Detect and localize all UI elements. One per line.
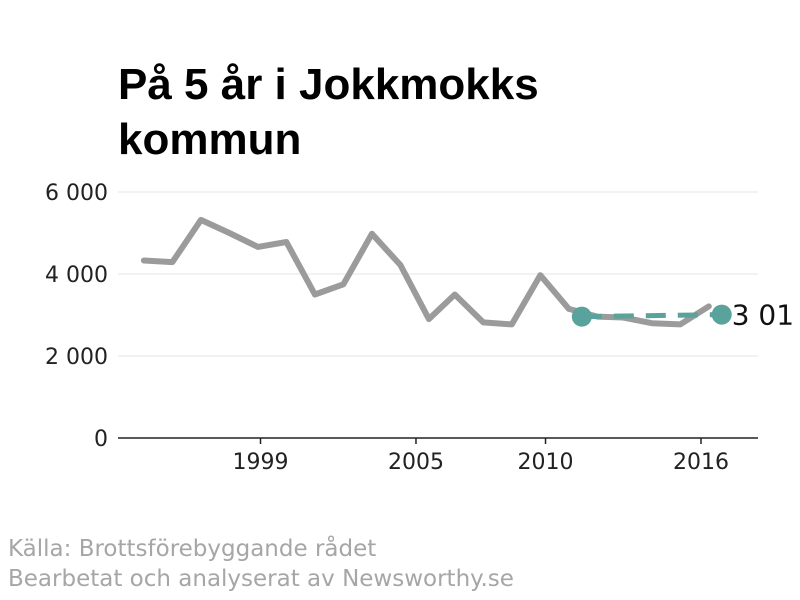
series-line bbox=[140, 216, 712, 328]
x-axis-ticks: 1999 2005 2010 2016 bbox=[233, 438, 729, 475]
y-tick-label: 2 000 bbox=[45, 345, 108, 370]
y-tick-label: 0 bbox=[94, 427, 108, 452]
x-tick-label: 1999 bbox=[233, 450, 289, 475]
change-line bbox=[581, 312, 722, 320]
grid-lines bbox=[118, 191, 758, 357]
source-text: Källa: Brottsförebyggande rådet bbox=[8, 536, 377, 562]
credit-text: Bearbetat och analyserat av Newsworthy.s… bbox=[8, 566, 514, 592]
y-tick-label: 6 000 bbox=[45, 181, 108, 206]
series-layer bbox=[140, 216, 712, 328]
end-value-label: 3 01 bbox=[732, 299, 794, 332]
x-tick-label: 2010 bbox=[518, 450, 574, 475]
end-point bbox=[711, 304, 732, 325]
y-axis-ticks: 0 2 000 4 000 6 000 bbox=[45, 181, 108, 452]
start-point bbox=[571, 306, 592, 327]
highlight-layer: 3 01 bbox=[571, 299, 794, 332]
chart-title-line-2: kommun bbox=[118, 115, 301, 164]
chart-title-line-1: På 5 år i Jokkmokks bbox=[118, 60, 539, 109]
y-tick-label: 4 000 bbox=[45, 263, 108, 288]
x-tick-label: 2016 bbox=[673, 450, 729, 475]
x-tick-label: 2005 bbox=[388, 450, 444, 475]
